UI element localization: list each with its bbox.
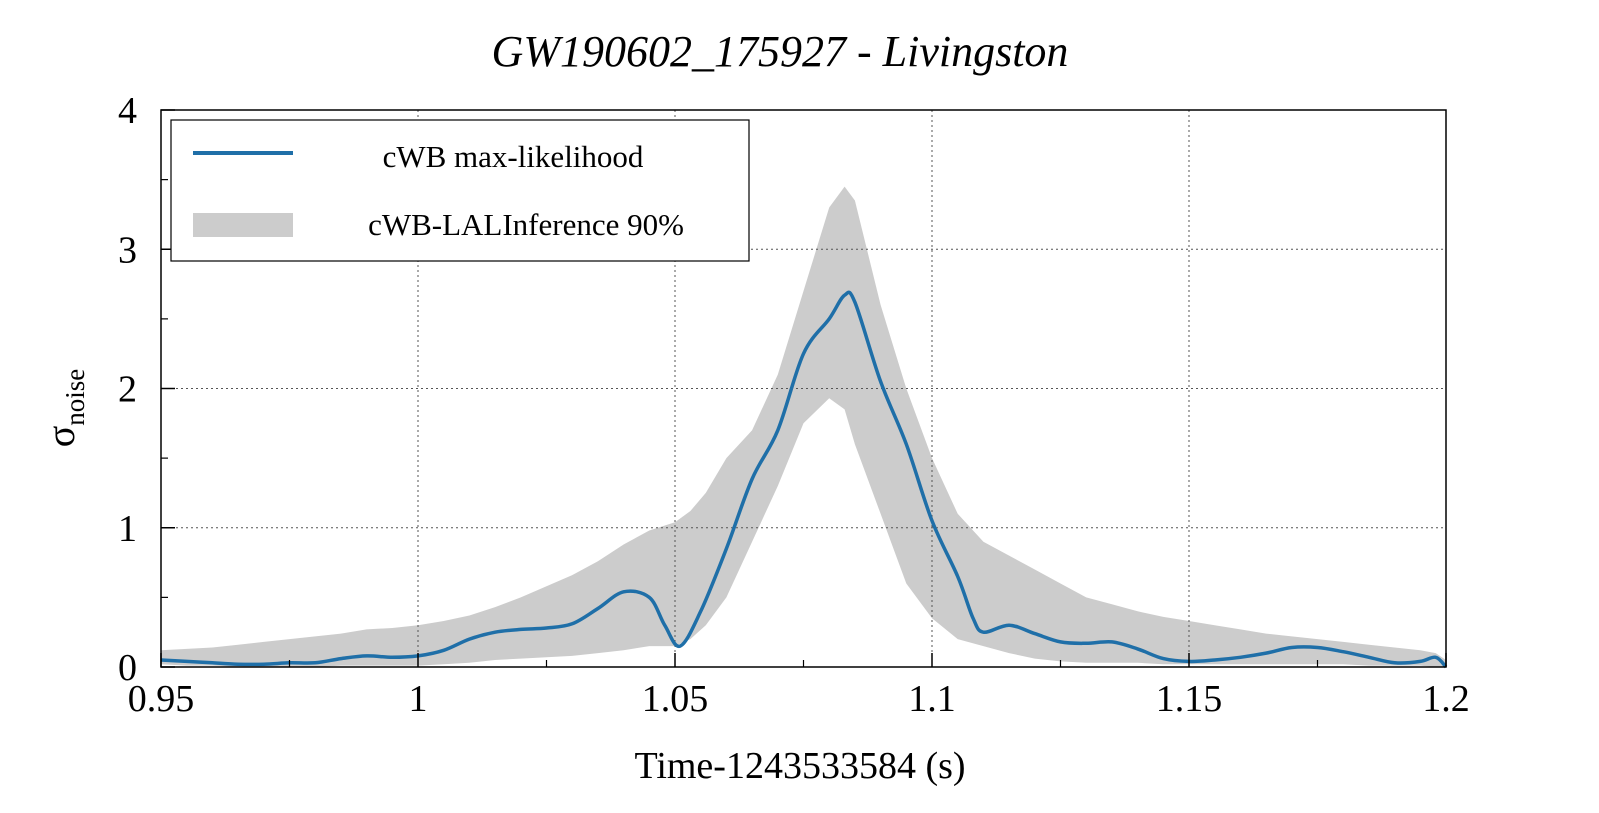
svg-text:σnoise: σnoise — [38, 369, 90, 448]
y-tick-label: 1 — [118, 508, 137, 550]
x-tick-label: 1.05 — [642, 678, 709, 720]
x-tick-label: 0.95 — [128, 678, 195, 720]
legend-box — [170, 119, 750, 262]
tick-layer — [160, 109, 1447, 668]
max-likelihood-line — [160, 290, 1448, 669]
x-axis-label: Time-1243533584 (s) — [634, 745, 965, 787]
legend: cWB max-likelihood cWB-LALInference 90% — [170, 119, 750, 262]
y-axis-label: σnoise — [38, 369, 90, 448]
legend-band-swatch — [193, 213, 293, 237]
y-tick-label: 2 — [118, 369, 137, 411]
y-tick-labels: 0 1 2 3 4 — [118, 90, 137, 689]
y-tick-label: 3 — [118, 229, 137, 271]
x-tick-label: 1.2 — [1422, 678, 1470, 720]
legend-entry-max-likelihood: cWB max-likelihood — [383, 139, 644, 174]
x-tick-label: 1.15 — [1156, 678, 1223, 720]
legend-entry-lalinference: cWB-LALInference 90% — [368, 207, 684, 242]
y-axis-label-main: σ — [38, 426, 83, 448]
chart-title: GW190602_175927 - Livingston — [492, 27, 1069, 76]
x-tick-label: 1.1 — [908, 678, 956, 720]
y-tick-label: 0 — [118, 647, 137, 689]
y-axis-label-sub: noise — [60, 369, 90, 426]
y-tick-label: 4 — [118, 90, 137, 132]
grid-layer — [161, 110, 1446, 667]
x-tick-labels: 0.95 1 1.05 1.1 1.15 1.2 — [128, 678, 1470, 720]
line-layer — [160, 290, 1448, 669]
x-tick-label: 1 — [409, 678, 428, 720]
